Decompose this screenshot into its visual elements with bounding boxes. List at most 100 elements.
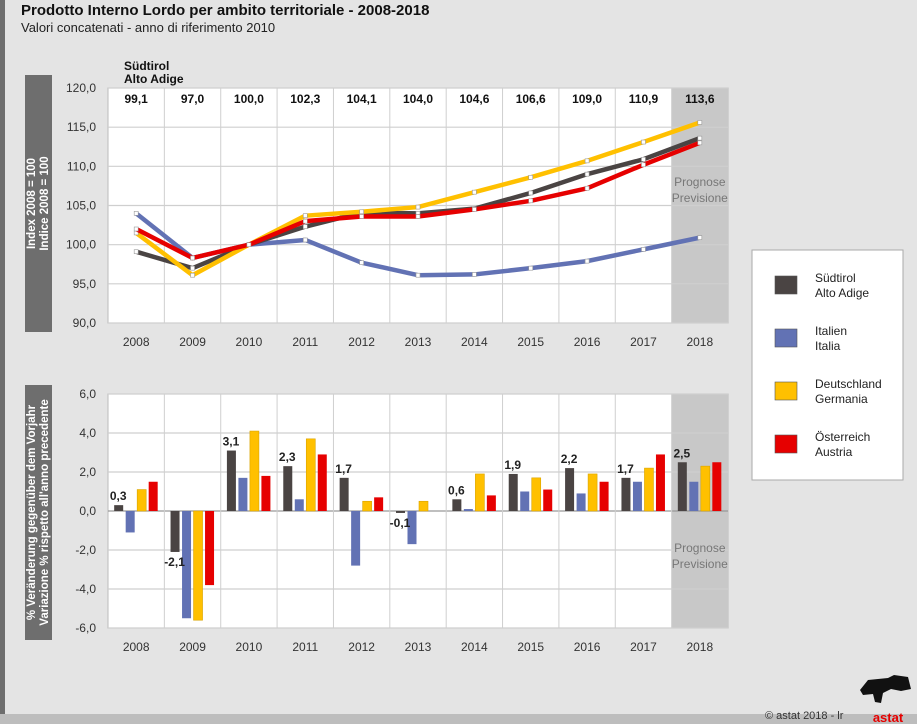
bar-Österreich bbox=[205, 511, 215, 586]
y-tick-label: 105,0 bbox=[66, 199, 96, 213]
bar-Italien bbox=[182, 511, 192, 619]
bar-Südtirol bbox=[339, 477, 349, 511]
bar-Deutschland bbox=[249, 430, 260, 512]
y-tick-label: 115,0 bbox=[67, 120, 96, 134]
bar-Österreich bbox=[148, 481, 158, 511]
data-label: 2,3 bbox=[279, 450, 296, 464]
x-tick-label: 2008 bbox=[123, 335, 150, 349]
bar-Südtirol bbox=[452, 499, 462, 511]
bar-Italien bbox=[351, 511, 361, 566]
bar-Österreich bbox=[599, 481, 609, 511]
legend-label: Italia bbox=[815, 339, 841, 353]
bar-Österreich bbox=[486, 495, 496, 511]
data-point bbox=[133, 211, 139, 216]
bar-Südtirol bbox=[396, 511, 405, 513]
x-tick-label: 2018 bbox=[686, 640, 713, 654]
data-point bbox=[246, 242, 252, 247]
legend-label: Italien bbox=[815, 324, 847, 338]
bar-Südtirol bbox=[170, 511, 180, 552]
data-point bbox=[190, 265, 195, 271]
bar-Italien bbox=[294, 499, 304, 511]
data-point bbox=[415, 214, 421, 219]
y-tick-label: 4,0 bbox=[79, 426, 96, 440]
data-point bbox=[133, 249, 139, 255]
y-axis-label: Indice 2008 = 100 bbox=[39, 156, 51, 250]
table-value: 104,0 bbox=[403, 92, 433, 106]
y-tick-label: 95,0 bbox=[73, 277, 97, 291]
data-point bbox=[641, 162, 646, 168]
data-point bbox=[359, 260, 364, 265]
table-value: 109,0 bbox=[572, 92, 602, 106]
data-point bbox=[528, 175, 534, 180]
data-label: -2,1 bbox=[164, 555, 185, 569]
table-value: 97,0 bbox=[181, 92, 205, 106]
y-tick-label: 110,0 bbox=[67, 159, 96, 173]
x-tick-label: 2011 bbox=[292, 335, 318, 349]
y-axis-label: Variazione % rispetto all'anno precedent… bbox=[39, 399, 51, 625]
y-tick-label: -2,0 bbox=[75, 543, 96, 557]
data-point bbox=[415, 272, 421, 278]
data-label: 3,1 bbox=[223, 435, 240, 449]
astat-logo: astat bbox=[860, 675, 911, 724]
bar-Deutschland bbox=[193, 510, 203, 621]
x-tick-label: 2009 bbox=[179, 640, 206, 654]
left-stripe bbox=[0, 0, 5, 724]
legend-label: Alto Adige bbox=[815, 286, 869, 300]
data-point bbox=[302, 218, 308, 224]
bar-Deutschland bbox=[531, 477, 542, 512]
bar-Südtirol bbox=[226, 450, 236, 511]
data-label: 1,9 bbox=[504, 458, 521, 472]
bar-Italien bbox=[463, 509, 473, 511]
bar-Südtirol bbox=[565, 468, 575, 511]
bar-Österreich bbox=[317, 454, 327, 511]
data-point bbox=[528, 190, 534, 196]
x-tick-label: 2008 bbox=[123, 640, 150, 654]
data-label: 0,6 bbox=[448, 483, 465, 497]
data-label: 2,2 bbox=[561, 452, 578, 466]
y-axis-label: % Veränderung gegenüber dem Vorjahr bbox=[26, 404, 38, 620]
astat-logo-text: astat bbox=[873, 710, 904, 724]
data-point bbox=[302, 237, 308, 243]
data-point bbox=[584, 258, 590, 264]
legend-label: Österreich bbox=[815, 430, 870, 444]
y-tick-label: -4,0 bbox=[75, 582, 96, 596]
data-point bbox=[415, 204, 421, 210]
forecast-label: Prognose bbox=[674, 541, 726, 555]
legend-label: Deutschland bbox=[815, 377, 882, 391]
table-value: 99,1 bbox=[125, 92, 149, 106]
data-label: 1,7 bbox=[335, 462, 352, 476]
forecast-label: Prognose bbox=[674, 175, 726, 189]
data-label: 0,3 bbox=[110, 489, 127, 503]
y-axis-label: Index 2008 = 100 bbox=[26, 158, 38, 249]
table-header: Alto Adige bbox=[124, 72, 184, 86]
data-label: -0,1 bbox=[390, 516, 411, 530]
x-tick-label: 2014 bbox=[461, 335, 488, 349]
chart-title: Prodotto Interno Lordo per ambito territ… bbox=[21, 2, 430, 19]
data-point bbox=[302, 224, 308, 229]
bar-Italien bbox=[520, 491, 530, 511]
y-tick-label: 2,0 bbox=[79, 465, 96, 479]
data-point bbox=[302, 213, 308, 218]
data-point bbox=[472, 189, 477, 195]
data-point bbox=[641, 247, 646, 252]
data-point bbox=[697, 235, 703, 240]
legend-swatch-Südtirol bbox=[774, 275, 798, 295]
bar-Südtirol bbox=[283, 466, 293, 511]
bar-Deutschland bbox=[136, 489, 147, 512]
legend-swatch-Italien bbox=[774, 328, 798, 348]
data-label: 2,5 bbox=[673, 446, 690, 460]
bar-Österreich bbox=[543, 489, 553, 511]
x-tick-label: 2009 bbox=[179, 335, 206, 349]
table-value: 106,6 bbox=[516, 92, 546, 106]
astat-logo-map bbox=[860, 675, 911, 703]
data-point bbox=[697, 135, 703, 141]
x-tick-label: 2012 bbox=[348, 640, 375, 654]
data-label: 1,7 bbox=[617, 462, 634, 476]
data-point bbox=[190, 255, 195, 261]
bar-Österreich bbox=[712, 462, 722, 511]
data-point bbox=[359, 209, 364, 215]
x-tick-label: 2010 bbox=[236, 640, 263, 654]
bar-Italien bbox=[125, 511, 135, 533]
bar-Deutschland bbox=[475, 473, 485, 512]
table-value: 100,0 bbox=[234, 92, 264, 106]
